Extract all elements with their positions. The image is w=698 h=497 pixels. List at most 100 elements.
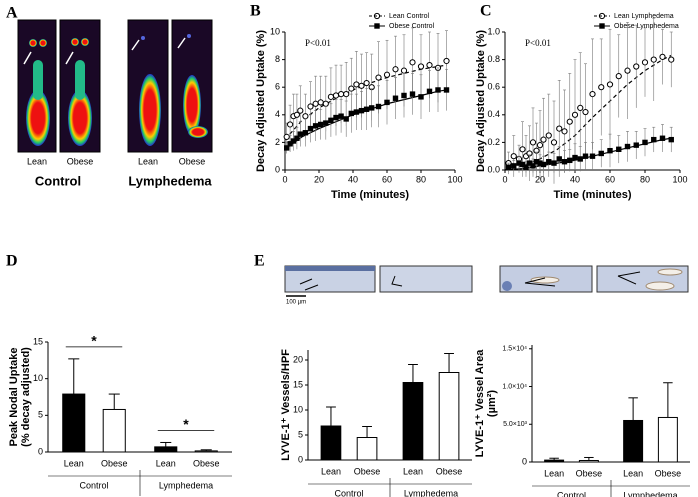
x-tick-label: Lean xyxy=(321,466,341,476)
significance-mark: * xyxy=(91,333,97,349)
y-tick-label: 1.0 xyxy=(487,26,500,36)
legend-label: Obese Lymphedema xyxy=(614,23,679,30)
group-label: Lymphedema xyxy=(404,488,458,497)
point xyxy=(312,123,319,129)
fit-line xyxy=(284,64,447,141)
y-tick-label: 4 xyxy=(275,109,280,119)
y-tick-label: 0.0 xyxy=(487,164,500,174)
point xyxy=(505,164,512,170)
y-tick-label: 0 xyxy=(38,446,43,456)
point xyxy=(290,138,297,144)
point xyxy=(323,120,329,126)
y-tick-label: 20 xyxy=(293,354,303,364)
y-tick-label: 0.4 xyxy=(487,109,500,119)
group-label: Control xyxy=(79,480,108,490)
point xyxy=(582,153,589,159)
point xyxy=(348,85,355,92)
y-axis-label: Peak Nodal Uptake xyxy=(8,347,20,446)
point xyxy=(353,81,360,88)
point xyxy=(328,117,334,124)
x-tick-label: 40 xyxy=(570,174,580,184)
x-tick-label: Obese xyxy=(655,468,682,478)
x-tick-label: Obese xyxy=(354,466,381,476)
point xyxy=(363,79,370,87)
bar xyxy=(438,372,460,461)
bar xyxy=(356,437,378,461)
point xyxy=(582,108,589,116)
point xyxy=(426,62,433,69)
panel-label: B xyxy=(250,3,261,20)
point xyxy=(293,111,300,118)
y-tick-label: 1.5×10⁴ xyxy=(502,346,527,353)
x-tick-label: Lean xyxy=(64,458,84,468)
y-axis-label: LYVE-1⁺ Vessel Area xyxy=(474,349,486,458)
x-tick-label: 80 xyxy=(416,174,426,184)
point xyxy=(348,110,355,117)
group-label: Control xyxy=(35,173,81,188)
scale-bar-label: 100 µm xyxy=(286,300,306,306)
point xyxy=(659,135,666,141)
point xyxy=(519,146,526,153)
y-tick-label: 0.2 xyxy=(487,137,500,147)
y-tick-label: 10 xyxy=(293,404,303,414)
point xyxy=(358,107,365,114)
point xyxy=(651,136,657,143)
point xyxy=(511,163,517,169)
legend-label: Lean Control xyxy=(389,13,430,20)
point xyxy=(606,81,614,88)
y-tick-label: 0.6 xyxy=(487,82,500,92)
point xyxy=(624,67,631,74)
point xyxy=(633,63,640,70)
y-tick-label: 10 xyxy=(270,26,280,36)
point xyxy=(443,57,450,65)
bar xyxy=(102,408,126,453)
x-tick-label: 20 xyxy=(314,174,324,184)
point xyxy=(418,94,424,100)
x-tick-label: Lean xyxy=(156,458,176,468)
y-tick-label: 0.8 xyxy=(487,54,500,64)
bar xyxy=(402,382,424,461)
point xyxy=(551,160,557,166)
point xyxy=(616,146,622,153)
point xyxy=(615,73,622,80)
x-tick-label: Obese xyxy=(101,458,128,468)
point xyxy=(624,143,631,150)
bar xyxy=(623,419,644,463)
point xyxy=(598,150,604,157)
column-label: Obese xyxy=(67,156,94,166)
y-tick-label: 2 xyxy=(275,137,280,147)
point xyxy=(668,56,675,63)
group-label: Control xyxy=(557,490,586,497)
y-axis-label: (µm²) xyxy=(486,390,498,417)
x-tick-label: 100 xyxy=(447,174,462,184)
point xyxy=(550,139,558,146)
imaging-tiles xyxy=(17,19,213,153)
point xyxy=(283,133,290,140)
point xyxy=(546,159,552,165)
point xyxy=(322,100,329,107)
point xyxy=(338,91,345,98)
column-label: Lean xyxy=(27,156,47,166)
y-tick-label: 0 xyxy=(522,456,527,466)
point xyxy=(426,88,433,95)
x-axis-label: Time (minutes) xyxy=(553,189,631,201)
group-label: Lymphedema xyxy=(623,490,677,497)
panel-label: C xyxy=(480,3,492,20)
point xyxy=(297,107,304,114)
point xyxy=(409,59,416,66)
point xyxy=(343,91,350,98)
point xyxy=(302,113,309,120)
annotation: P<0.01 xyxy=(525,38,551,48)
point xyxy=(327,93,334,100)
y-tick-label: 0 xyxy=(275,164,280,174)
point xyxy=(333,114,339,121)
y-tick-label: 15 xyxy=(293,379,303,389)
bar xyxy=(657,416,678,463)
y-tick-label: 15 xyxy=(33,336,43,346)
y-tick-label: 5 xyxy=(38,410,43,420)
x-tick-label: Obese xyxy=(436,466,463,476)
point xyxy=(561,159,568,165)
point xyxy=(572,154,578,161)
x-tick-label: 80 xyxy=(640,174,650,184)
point xyxy=(332,92,340,99)
